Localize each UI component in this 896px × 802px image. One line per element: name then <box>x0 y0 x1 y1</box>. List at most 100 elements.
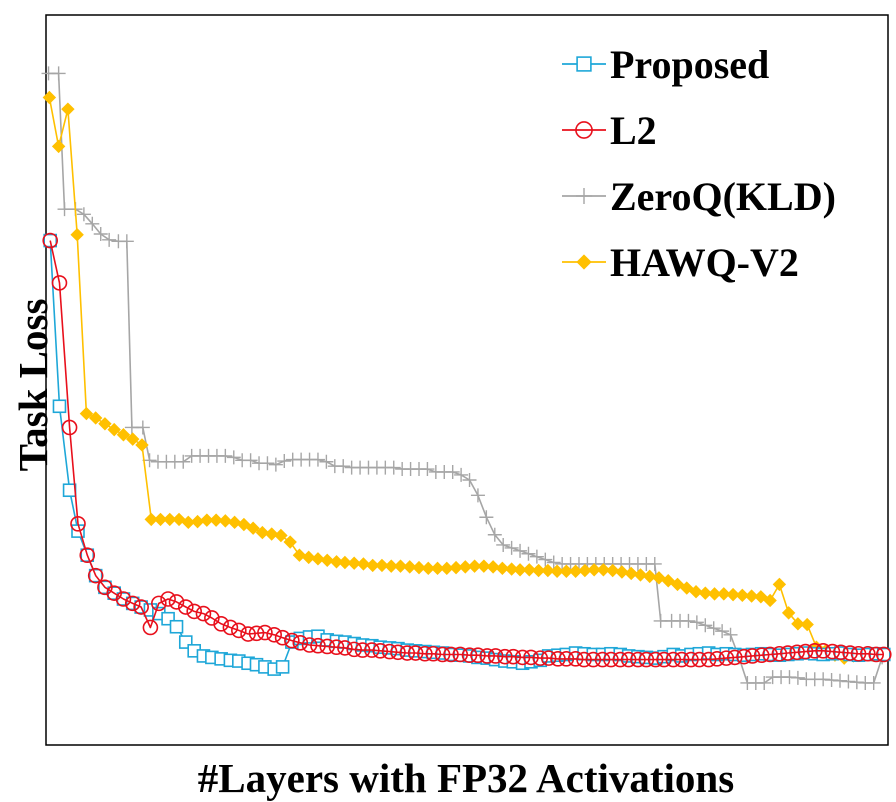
data-point-l2 <box>257 624 273 641</box>
data-point-zeroq-kld <box>782 670 797 685</box>
data-point-l2 <box>665 651 682 668</box>
data-point-l2 <box>630 651 646 668</box>
data-point-l2 <box>470 647 486 664</box>
data-point-l2 <box>647 651 664 668</box>
data-point-l2 <box>399 645 416 661</box>
data-point-l2 <box>842 645 858 661</box>
data-point-zeroq-kld <box>218 448 233 463</box>
data-point-zeroq-kld <box>698 618 713 633</box>
data-point-l2 <box>79 547 96 564</box>
data-point-l2 <box>683 651 699 668</box>
data-point-hawq-v2 <box>735 588 750 603</box>
series-l2 <box>42 232 892 668</box>
data-point-hawq-v2 <box>311 552 325 566</box>
data-point-zeroq-kld <box>142 453 157 468</box>
data-point-hawq-v2 <box>153 512 168 527</box>
data-point-hawq-v2 <box>513 563 527 577</box>
data-point-zeroq-kld <box>757 675 772 690</box>
data-point-hawq-v2 <box>754 590 768 604</box>
data-point-l2 <box>558 651 575 667</box>
data-point-l2 <box>434 646 451 663</box>
data-point-hawq-v2 <box>218 514 233 528</box>
plot-area-frame <box>45 14 889 746</box>
data-point-zeroq-kld <box>454 467 469 482</box>
data-point-zeroq-kld <box>277 454 292 469</box>
data-point-hawq-v2 <box>375 558 389 573</box>
data-point-l2 <box>417 645 433 662</box>
legend-marker-zeroq-kld <box>575 187 593 205</box>
data-point-hawq-v2 <box>51 139 66 154</box>
data-point-l2 <box>612 651 629 668</box>
data-point-zeroq-kld <box>504 540 519 555</box>
data-point-l2 <box>497 648 513 665</box>
data-point-proposed <box>275 660 290 674</box>
data-point-zeroq-kld <box>816 672 831 687</box>
data-point-l2 <box>868 646 885 663</box>
data-point-l2 <box>51 275 68 291</box>
data-point-l2 <box>222 619 239 636</box>
data-point-hawq-v2 <box>550 564 564 578</box>
data-point-l2 <box>718 650 735 666</box>
data-point-l2 <box>780 645 796 661</box>
data-point-hawq-v2 <box>200 513 214 527</box>
data-point-l2 <box>576 651 592 668</box>
data-point-zeroq-kld <box>420 462 435 477</box>
data-point-l2 <box>443 646 459 663</box>
data-point-hawq-v2 <box>698 586 712 600</box>
data-point-l2 <box>425 645 442 662</box>
data-point-l2 <box>833 644 849 661</box>
data-point-zeroq-kld <box>260 456 275 471</box>
data-point-l2 <box>532 650 549 666</box>
data-point-hawq-v2 <box>495 561 510 576</box>
data-point-zeroq-kld <box>849 675 864 690</box>
data-point-l2 <box>160 591 176 607</box>
data-point-hawq-v2 <box>531 563 546 578</box>
data-point-hawq-v2 <box>209 513 223 527</box>
data-point-hawq-v2 <box>477 559 491 573</box>
data-point-hawq-v2 <box>624 566 638 581</box>
data-point-hawq-v2 <box>467 559 482 573</box>
legend-label-l2: L2 <box>610 108 657 153</box>
data-point-hawq-v2 <box>421 561 435 576</box>
data-point-l2 <box>726 649 743 666</box>
data-point-l2 <box>186 603 202 620</box>
data-point-l2 <box>540 650 557 666</box>
data-point-hawq-v2 <box>772 577 787 592</box>
data-point-l2 <box>736 648 752 665</box>
data-point-hawq-v2 <box>763 593 777 608</box>
data-point-hawq-v2 <box>107 422 121 437</box>
data-point-zeroq-kld <box>529 549 544 564</box>
data-point-zeroq-kld <box>496 537 511 552</box>
data-point-l2 <box>372 643 389 659</box>
data-point-hawq-v2 <box>486 560 500 574</box>
data-point-hawq-v2 <box>227 515 242 530</box>
data-point-zeroq-kld <box>681 613 696 628</box>
data-point-hawq-v2 <box>292 548 307 562</box>
data-point-l2 <box>354 642 371 658</box>
legend-label-hawq-v2: HAWQ-V2 <box>610 240 799 285</box>
data-point-l2 <box>824 643 841 660</box>
data-point-hawq-v2 <box>522 563 537 577</box>
legend-item-l2: L2 <box>562 108 657 153</box>
x-axis-title: #Layers with FP32 Activations <box>198 755 734 801</box>
data-point-l2 <box>691 651 708 668</box>
data-point-zeroq-kld <box>462 473 477 488</box>
data-point-hawq-v2 <box>163 512 177 527</box>
data-point-zeroq-kld <box>538 552 553 567</box>
data-point-l2 <box>487 648 504 664</box>
data-point-l2 <box>789 644 805 661</box>
data-point-zeroq-kld <box>135 420 150 435</box>
data-point-l2 <box>875 646 892 663</box>
data-point-l2 <box>452 646 469 663</box>
data-point-l2 <box>771 645 788 662</box>
data-point-hawq-v2 <box>283 535 297 549</box>
data-point-l2 <box>151 595 167 612</box>
legend-label-zeroq-kld: ZeroQ(KLD) <box>610 174 836 219</box>
legend-marker-l2 <box>575 121 593 139</box>
data-point-zeroq-kld <box>243 453 258 468</box>
data-point-l2 <box>87 567 104 584</box>
data-point-l2 <box>266 626 282 643</box>
data-point-l2 <box>177 599 194 615</box>
data-point-l2 <box>815 643 831 659</box>
data-point-l2 <box>240 626 256 642</box>
